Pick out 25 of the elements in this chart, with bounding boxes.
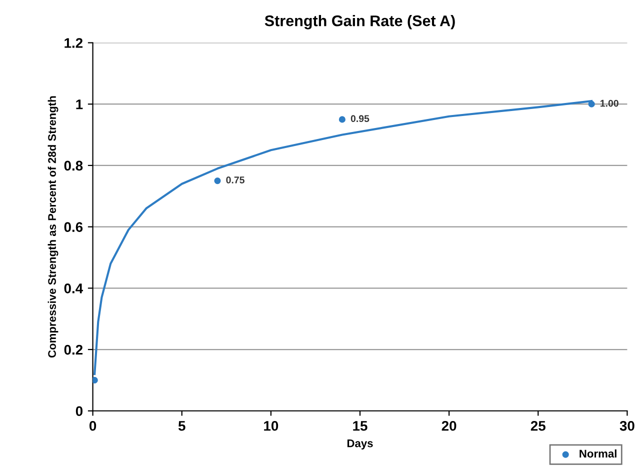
y-tick-label: 0.6 xyxy=(64,222,83,232)
y-tick-label: 0.8 xyxy=(64,160,83,171)
x-tick-label: 10 xyxy=(264,420,278,431)
data-label: 1.00 xyxy=(600,100,618,107)
data-label: 0.95 xyxy=(350,115,370,122)
x-tick-label: 0 xyxy=(89,420,96,431)
x-tick-label: 25 xyxy=(530,420,546,431)
y-tick-label: 0.4 xyxy=(64,284,84,294)
y-tick-label: 0.2 xyxy=(64,344,83,355)
point xyxy=(92,376,98,384)
y-tick-label: 1 xyxy=(76,100,83,110)
point xyxy=(588,100,595,108)
y-axis-title: Compressive Strength as Percent of 28d Strength xyxy=(48,96,58,358)
legend-label: Normal xyxy=(580,449,616,458)
point xyxy=(338,116,346,123)
chart-title: Strength Gain Rate (Set A) xyxy=(264,15,455,30)
point xyxy=(214,178,221,184)
y-tick-label: 1.2 xyxy=(64,38,83,48)
x-tick-label: 30 xyxy=(620,420,634,431)
x-tick-label: 15 xyxy=(353,421,368,431)
x-tick-label: 20 xyxy=(442,420,456,431)
x-axis-title: Days xyxy=(347,440,373,450)
data-label: 0.75 xyxy=(226,176,244,184)
y-tick-label: 0 xyxy=(76,406,83,416)
x-tick-label: 5 xyxy=(178,421,186,431)
